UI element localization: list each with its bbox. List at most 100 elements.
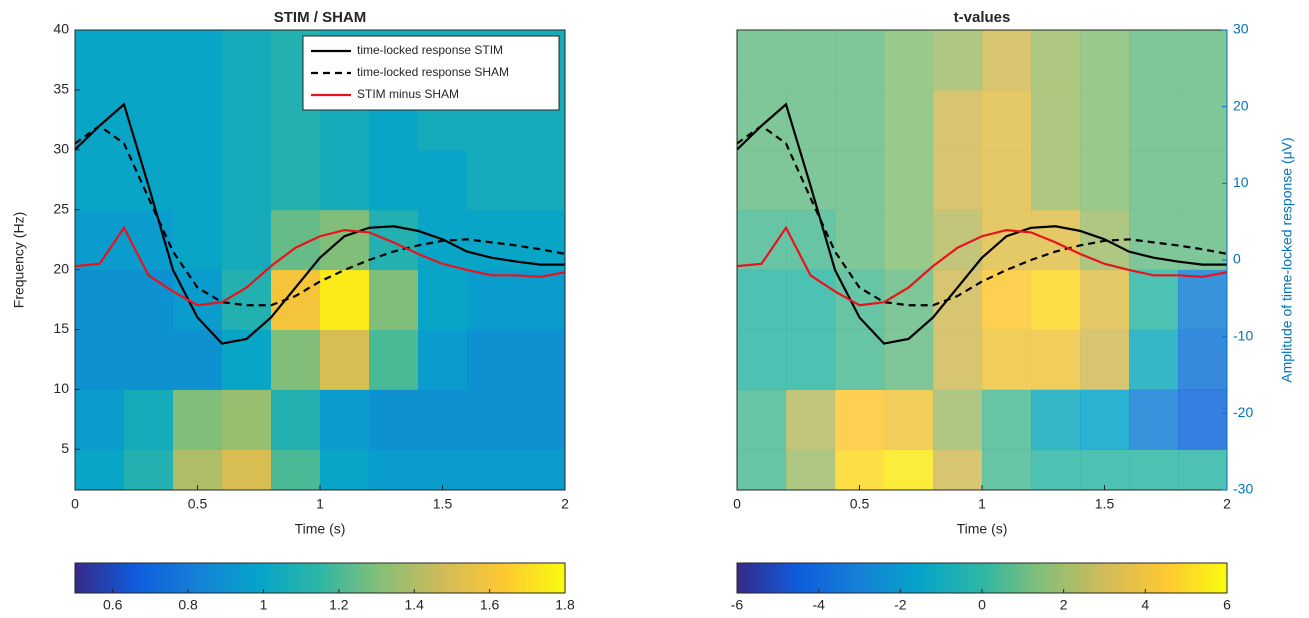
heatmap-cell [271, 449, 321, 491]
colorbar-tick-label: -2 [894, 597, 907, 613]
heatmap-cell [222, 209, 272, 271]
y-tick-label: 20 [53, 260, 69, 276]
response-line [74, 225, 566, 307]
x-tick-label: 2 [1223, 496, 1231, 512]
y2-tick-label: 20 [1233, 97, 1249, 113]
heatmap-cell [1178, 269, 1228, 330]
heatmap-cell [1080, 30, 1130, 91]
heatmap-cell [418, 449, 468, 491]
heatmap-cell [418, 149, 468, 211]
heatmap-cell [933, 329, 983, 390]
y2-tick-label: 30 [1233, 21, 1249, 37]
heatmap-cell [884, 449, 934, 491]
legend-label: time-locked response STIM [357, 43, 503, 57]
heatmap-cell [418, 389, 468, 450]
heatmap-cell [786, 449, 836, 491]
heatmap-cell [124, 389, 174, 450]
heatmap-cell [1178, 149, 1228, 211]
colorbar-tick-label: 1 [260, 597, 268, 613]
heatmap-cell [1031, 389, 1081, 450]
heatmap-cell [369, 389, 419, 450]
colorbar-tick-label: 0 [978, 597, 986, 613]
heatmap-cell [320, 329, 370, 390]
chart-title: t-values [954, 9, 1011, 26]
x-axis-label: Time (s) [957, 521, 1008, 537]
heatmap-cell [1178, 389, 1228, 450]
heatmap-cell [320, 209, 370, 271]
heatmap-cell [516, 269, 566, 330]
heatmap-cell [835, 389, 885, 450]
heatmap-cell [1080, 449, 1130, 491]
y-tick-label: 5 [61, 440, 69, 456]
heatmap-cell [1080, 269, 1130, 330]
heatmap-cell [1129, 89, 1179, 151]
heatmap-cell [1129, 449, 1179, 491]
heatmap-cell [271, 269, 321, 330]
colorbar-tick-label: 0.8 [178, 597, 198, 613]
colorbar [736, 562, 1228, 594]
y2-tick-label: 10 [1233, 174, 1249, 190]
heatmap-cell [737, 449, 787, 491]
heatmap-cell [369, 269, 419, 330]
heatmap-cell [835, 209, 885, 271]
heatmap-cell [271, 389, 321, 450]
heatmap-cell [1031, 89, 1081, 151]
heatmap-cell [884, 389, 934, 450]
legend-label: time-locked response SHAM [357, 65, 509, 79]
heatmap-cell [1080, 89, 1130, 151]
colorbar-tick-label: 2 [1060, 597, 1068, 613]
heatmap-cell [75, 269, 125, 330]
heatmap-cell [737, 269, 787, 330]
x-tick-label: 1.5 [433, 496, 453, 512]
heatmap-cell [1178, 30, 1228, 91]
colorbar-tick-label: 6 [1223, 597, 1231, 613]
y-tick-label: 10 [53, 380, 69, 396]
heatmap-cell [124, 329, 174, 390]
heatmap-cell [982, 209, 1032, 271]
heatmap-cell [933, 389, 983, 450]
heatmap-cell [222, 89, 272, 151]
x-tick-label: 1 [978, 496, 986, 512]
heatmap-cell [75, 149, 125, 211]
heatmap-cell [835, 449, 885, 491]
heatmap-cell [884, 149, 934, 211]
heatmap-cell [271, 329, 321, 390]
heatmap-cell [737, 30, 787, 91]
colorbar [74, 562, 566, 594]
y-tick-label: 35 [53, 81, 69, 97]
response-line [736, 225, 1228, 307]
x-tick-label: 2 [561, 496, 569, 512]
heatmap-cell [737, 149, 787, 211]
heatmap-cell [1031, 209, 1081, 271]
heatmap-cell [1129, 30, 1179, 91]
x-axis-label: Time (s) [295, 521, 346, 537]
heatmap-cell [982, 329, 1032, 390]
heatmap-cell [835, 329, 885, 390]
heatmap-cell [467, 269, 517, 330]
y-tick-label: 30 [53, 140, 69, 156]
heatmap-cell [173, 149, 223, 211]
heatmap-cell [1080, 329, 1130, 390]
heatmap-cell [933, 269, 983, 330]
x-tick-label: 0.5 [850, 496, 870, 512]
heatmap-cell [467, 389, 517, 450]
heatmap-cell [835, 30, 885, 91]
heatmap-cell [884, 269, 934, 330]
heatmap-cell [786, 389, 836, 450]
heatmap-cell [124, 89, 174, 151]
heatmap-cell [222, 30, 272, 91]
heatmap-cell [982, 449, 1032, 491]
y2-tick-label: 0 [1233, 251, 1241, 267]
heatmap-cell [1129, 269, 1179, 330]
colorbar-tick-label: 1.2 [329, 597, 349, 613]
heatmap-cell [1031, 269, 1081, 330]
heatmap-cell [320, 449, 370, 491]
x-tick-label: 1 [316, 496, 324, 512]
heatmap-cell [1178, 89, 1228, 151]
heatmap-cell [786, 30, 836, 91]
heatmap-cell [467, 149, 517, 211]
y-axis-label: Frequency (Hz) [11, 212, 27, 308]
